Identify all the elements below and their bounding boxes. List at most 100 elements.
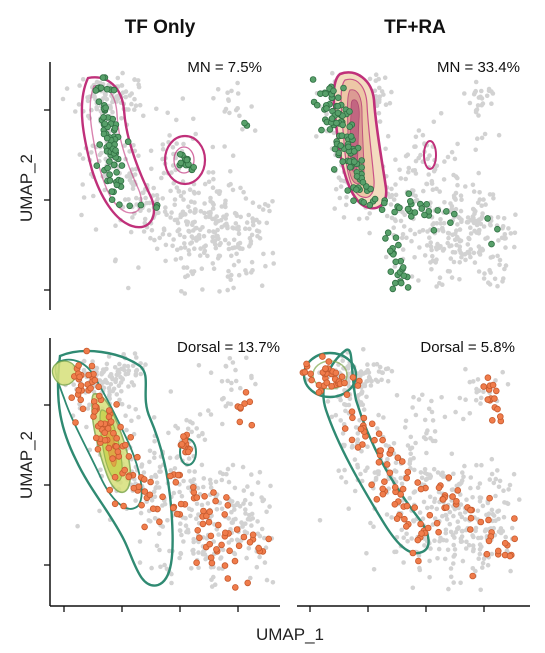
cell-point	[441, 177, 447, 182]
cell-point	[182, 245, 188, 250]
cell-point	[119, 83, 125, 88]
cell-point	[495, 253, 500, 259]
cell-point	[473, 568, 478, 574]
dorsal-contour-outer	[56, 349, 174, 587]
cell-point	[361, 347, 366, 352]
cell-point	[93, 227, 99, 232]
cell-point	[80, 156, 86, 161]
cell-point	[339, 121, 347, 129]
cell-point	[248, 501, 253, 507]
cell-point	[186, 530, 191, 535]
cell-point	[448, 529, 454, 535]
cell-point	[410, 405, 415, 410]
cell-point	[75, 523, 80, 529]
cell-point	[495, 509, 500, 514]
cell-point	[393, 182, 398, 187]
cell-point	[506, 552, 514, 560]
cell-point	[264, 577, 270, 583]
cell-point	[425, 505, 430, 511]
cell-point	[173, 423, 178, 429]
cell-point	[177, 232, 183, 238]
cell-point	[467, 514, 475, 522]
cell-point	[368, 420, 376, 428]
cell-point	[350, 197, 357, 205]
cell-point	[264, 509, 269, 515]
cell-point	[219, 477, 225, 483]
cell-point	[457, 481, 463, 487]
cell-point	[513, 212, 518, 217]
cell-point	[206, 229, 212, 234]
cell-point	[468, 247, 474, 252]
cell-point	[163, 258, 168, 264]
cell-point	[220, 547, 226, 553]
cell-point	[505, 501, 511, 507]
cell-point	[382, 75, 388, 80]
cell-point	[455, 234, 460, 240]
cell-point	[148, 148, 154, 154]
cell-point	[213, 234, 219, 239]
cell-point	[479, 246, 485, 252]
cell-point	[434, 284, 439, 289]
cell-point	[215, 219, 221, 224]
cell-point	[420, 228, 426, 233]
cell-point	[427, 494, 433, 500]
cell-point	[205, 501, 211, 506]
cell-point	[233, 367, 238, 373]
cell-point	[348, 436, 356, 444]
cell-point	[264, 220, 270, 226]
cell-point	[177, 159, 185, 167]
cell-point	[242, 388, 250, 396]
cell-point	[134, 453, 141, 461]
cell-point	[483, 202, 488, 207]
cell-point	[127, 149, 132, 154]
cell-point	[366, 201, 374, 209]
cell-point	[501, 514, 507, 520]
cell-point	[405, 539, 410, 544]
cell-point	[138, 501, 145, 509]
cell-point	[137, 201, 145, 209]
cell-point	[196, 550, 201, 555]
cell-point	[404, 284, 412, 291]
cell-point	[491, 513, 497, 518]
cell-point	[397, 491, 405, 498]
cell-point	[206, 508, 214, 516]
cell-point	[64, 86, 70, 91]
cell-point	[389, 186, 394, 192]
cell-point	[399, 527, 405, 533]
cell-point	[167, 133, 172, 138]
cell-point	[117, 361, 122, 367]
cell-point	[506, 487, 511, 492]
cell-point	[475, 136, 480, 141]
cell-point	[226, 246, 232, 252]
cell-point	[384, 213, 390, 219]
cell-point	[420, 516, 426, 521]
cell-point	[186, 456, 192, 461]
cell-point	[160, 142, 166, 147]
cell-point	[502, 232, 508, 237]
cell-point	[242, 497, 248, 503]
cell-point	[189, 269, 194, 274]
x-axis-label: UMAP_1	[256, 625, 324, 644]
cell-point	[346, 164, 354, 171]
cell-point	[268, 483, 273, 489]
cell-point	[248, 575, 253, 581]
cell-point	[174, 185, 180, 190]
cell-point	[385, 366, 391, 371]
cell-point	[123, 413, 128, 419]
cell-point	[421, 435, 427, 440]
cell-point	[91, 193, 96, 199]
cell-point	[453, 530, 459, 535]
cell-point	[339, 475, 344, 480]
cell-point	[453, 206, 459, 212]
cell-point	[210, 206, 216, 211]
cell-point	[324, 111, 329, 117]
cell-point	[162, 501, 168, 507]
cell-point	[94, 106, 100, 112]
cell-point	[495, 283, 500, 289]
cell-point	[445, 154, 451, 160]
cell-point	[149, 505, 157, 513]
dorsal-contour-outer	[322, 348, 430, 555]
cell-point	[226, 183, 232, 188]
cell-point	[470, 543, 476, 548]
cell-point	[405, 443, 411, 448]
